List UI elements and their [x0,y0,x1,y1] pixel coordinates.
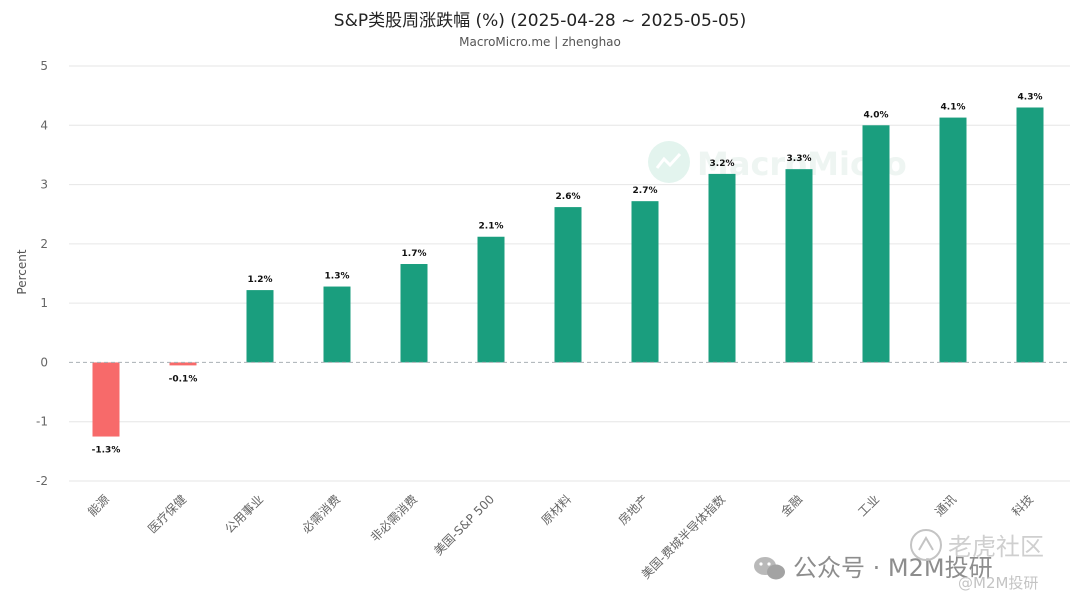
x-tick-label: 美国-费城半导体指数 [638,492,728,582]
x-tick-label: 原材料 [539,492,574,527]
x-tick-label: 美国-S&P 500 [431,492,497,558]
data-label: 1.7% [402,249,427,259]
x-tick-label: 科技 [1009,492,1036,519]
x-tick-label: 非必需消费 [368,492,420,544]
x-tick-label: 公用事业 [222,492,266,536]
y-tick-label: 5 [40,59,48,73]
data-label: 3.2% [710,159,735,169]
bar [939,117,967,363]
bar [554,207,582,363]
wechat-account-text: 公众号 · M2M投研 [793,554,993,582]
data-label: 1.2% [248,275,273,285]
bar [246,290,274,363]
data-label: 2.6% [556,192,581,202]
x-tick-label: 医疗保健 [145,492,189,536]
x-tick-label: 通讯 [932,492,959,519]
bar [477,236,505,363]
data-label: 3.3% [787,154,812,164]
data-labels: -1.3% -0.1% 1.2% 1.3% 1.7% 2.1% 2.6% 2.7% 3.2% 3.… [92,93,1043,456]
data-label: 4.1% [941,103,966,113]
grid: -2 -1 0 1 2 3 4 5 [36,59,1070,488]
x-tick-label: 工业 [855,492,882,519]
data-label: -0.1% [169,374,198,384]
x-tick-label: 房地产 [615,492,651,528]
bar [92,362,120,437]
y-tick-label: 3 [40,178,48,192]
y-tick-label: 2 [40,237,48,251]
data-label: 4.0% [864,110,889,120]
watermark-logo-stroke [655,152,682,169]
chart-subtitle: MacroMicro.me | zhenghao [459,35,621,49]
x-tick-label: 必需消费 [299,492,343,536]
wechat-icon [754,557,785,580]
bar [708,173,736,363]
bar [323,286,351,363]
y-tick-label: 1 [40,296,48,310]
data-label: 2.7% [633,186,658,196]
footer: 公众号 · M2M投研 老虎社区 @M2M投研 [754,529,1044,592]
data-label: 2.1% [479,222,504,232]
x-tick-label: 能源 [85,492,112,519]
bar [631,201,659,363]
y-tick-label: -1 [36,415,48,429]
data-label: 4.3% [1018,93,1043,103]
y-tick-label: 4 [40,118,48,132]
community-name: 老虎社区 [948,533,1044,561]
community-logo-icon [910,529,942,561]
y-tick-label: -2 [36,474,48,488]
chart-title: S&P类股周涨跌幅 (%) (2025-04-28 ~ 2025-05-05) [333,11,747,31]
x-tick-label: 金融 [778,492,806,520]
community-handle: @M2M投研 [958,574,1038,592]
bar [862,125,890,363]
bar [400,264,428,363]
y-axis-title: Percent [15,249,29,294]
bar [1016,107,1044,363]
data-label: -1.3% [92,446,121,456]
bars [92,107,1044,437]
y-tick-label: 0 [40,355,48,369]
bar [785,169,813,363]
data-label: 1.3% [325,272,350,282]
bar [169,362,197,366]
